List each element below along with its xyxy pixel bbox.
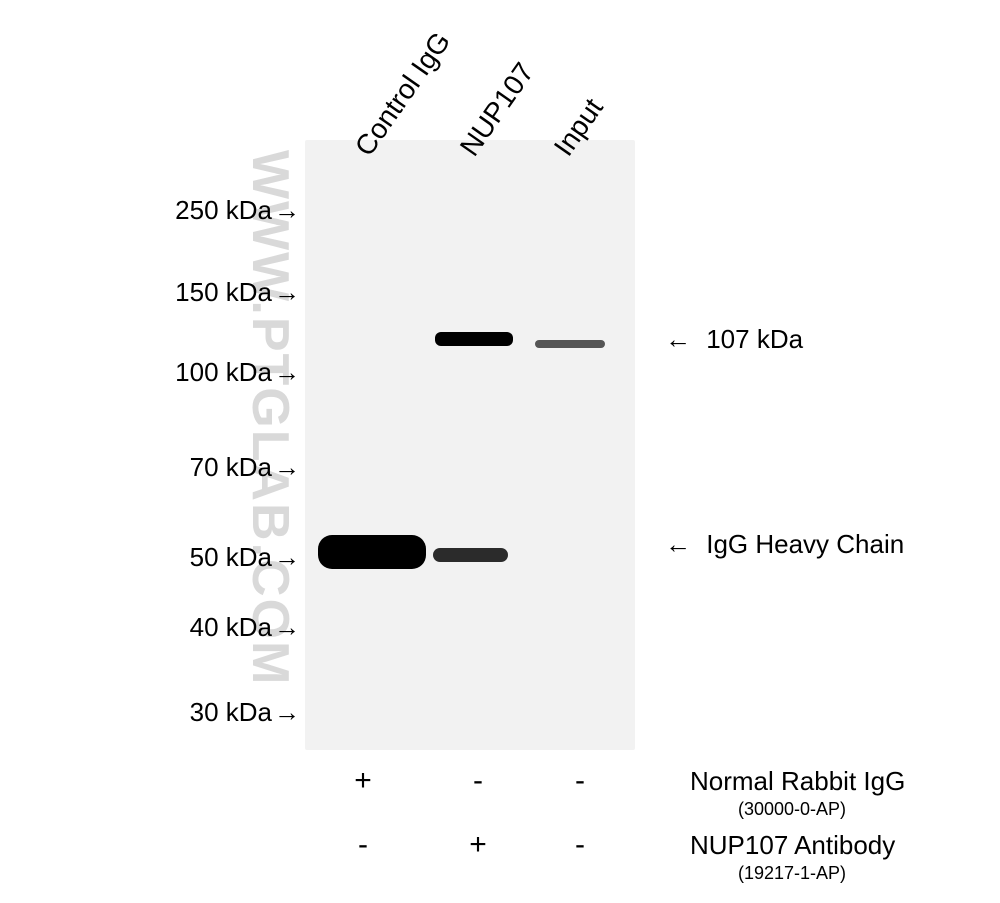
arrow-right-icon: → xyxy=(274,277,300,307)
arrow-right-icon: → xyxy=(274,612,300,642)
mw-ladder-label: 40 kDa→ xyxy=(190,612,300,643)
treatment-catalog-number: (19217-1-AP) xyxy=(738,863,846,884)
arrow-left-icon: ← xyxy=(665,324,691,354)
treatment-label: Normal Rabbit IgG xyxy=(690,766,905,797)
arrow-right-icon: → xyxy=(274,542,300,572)
mw-ladder-label: 250 kDa→ xyxy=(175,195,300,226)
mw-ladder-label: 50 kDa→ xyxy=(190,542,300,573)
treatment-label: NUP107 Antibody xyxy=(690,830,895,861)
mw-ladder-label: 150 kDa→ xyxy=(175,277,300,308)
treatment-sign: + xyxy=(460,828,496,862)
mw-ladder-label: 70 kDa→ xyxy=(190,452,300,483)
treatment-sign: - xyxy=(460,764,496,798)
arrow-right-icon: → xyxy=(274,195,300,225)
watermark-text: WWW.PTGLAB.COM xyxy=(240,150,300,686)
mw-ladder-label: 100 kDa→ xyxy=(175,357,300,388)
mw-ladder-label: 30 kDa→ xyxy=(190,697,300,728)
arrow-left-icon: ← xyxy=(665,529,691,559)
treatment-sign: - xyxy=(562,828,598,862)
blot-membrane xyxy=(305,140,635,750)
arrow-right-icon: → xyxy=(274,697,300,727)
arrow-right-icon: → xyxy=(274,452,300,482)
treatment-sign: + xyxy=(345,764,381,798)
band-annotation: ← IgG Heavy Chain xyxy=(665,529,904,560)
band-annotation: ← 107 kDa xyxy=(665,324,803,355)
treatment-sign: - xyxy=(345,828,381,862)
arrow-right-icon: → xyxy=(274,357,300,387)
figure-container: WWW.PTGLAB.COMControl IgGNUP107Input250 … xyxy=(0,0,1000,903)
treatment-catalog-number: (30000-0-AP) xyxy=(738,799,846,820)
treatment-sign: - xyxy=(562,764,598,798)
